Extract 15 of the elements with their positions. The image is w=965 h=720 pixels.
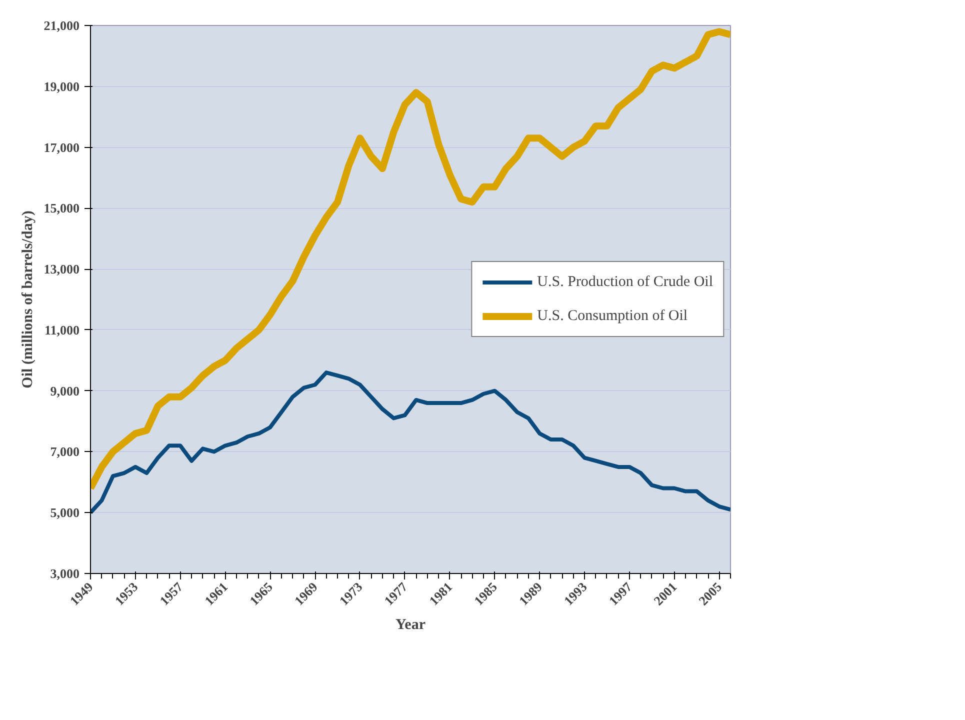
y-tick-label: 9,000 (50, 383, 80, 398)
y-tick-label: 5,000 (50, 505, 80, 520)
y-tick-label: 15,000 (44, 200, 80, 216)
y-tick-label: 7,000 (50, 444, 80, 460)
y-tick-label: 11,000 (44, 322, 80, 338)
legend-label: U.S. Production of Crude Oil (537, 274, 713, 290)
legend-label: U.S. Consumption of Oil (537, 308, 688, 324)
y-tick-label: 17,000 (44, 140, 80, 155)
y-tick-label: 19,000 (44, 78, 80, 94)
y-tick-label: 13,000 (44, 262, 80, 277)
line-series (90, 370, 730, 515)
y-axis-title: Oil (millions of barrels/day) (20, 210, 36, 388)
x-axis-title: Year (396, 617, 426, 634)
y-tick-label: 21,000 (44, 18, 80, 33)
y-tick-label: 3,000 (50, 566, 80, 581)
